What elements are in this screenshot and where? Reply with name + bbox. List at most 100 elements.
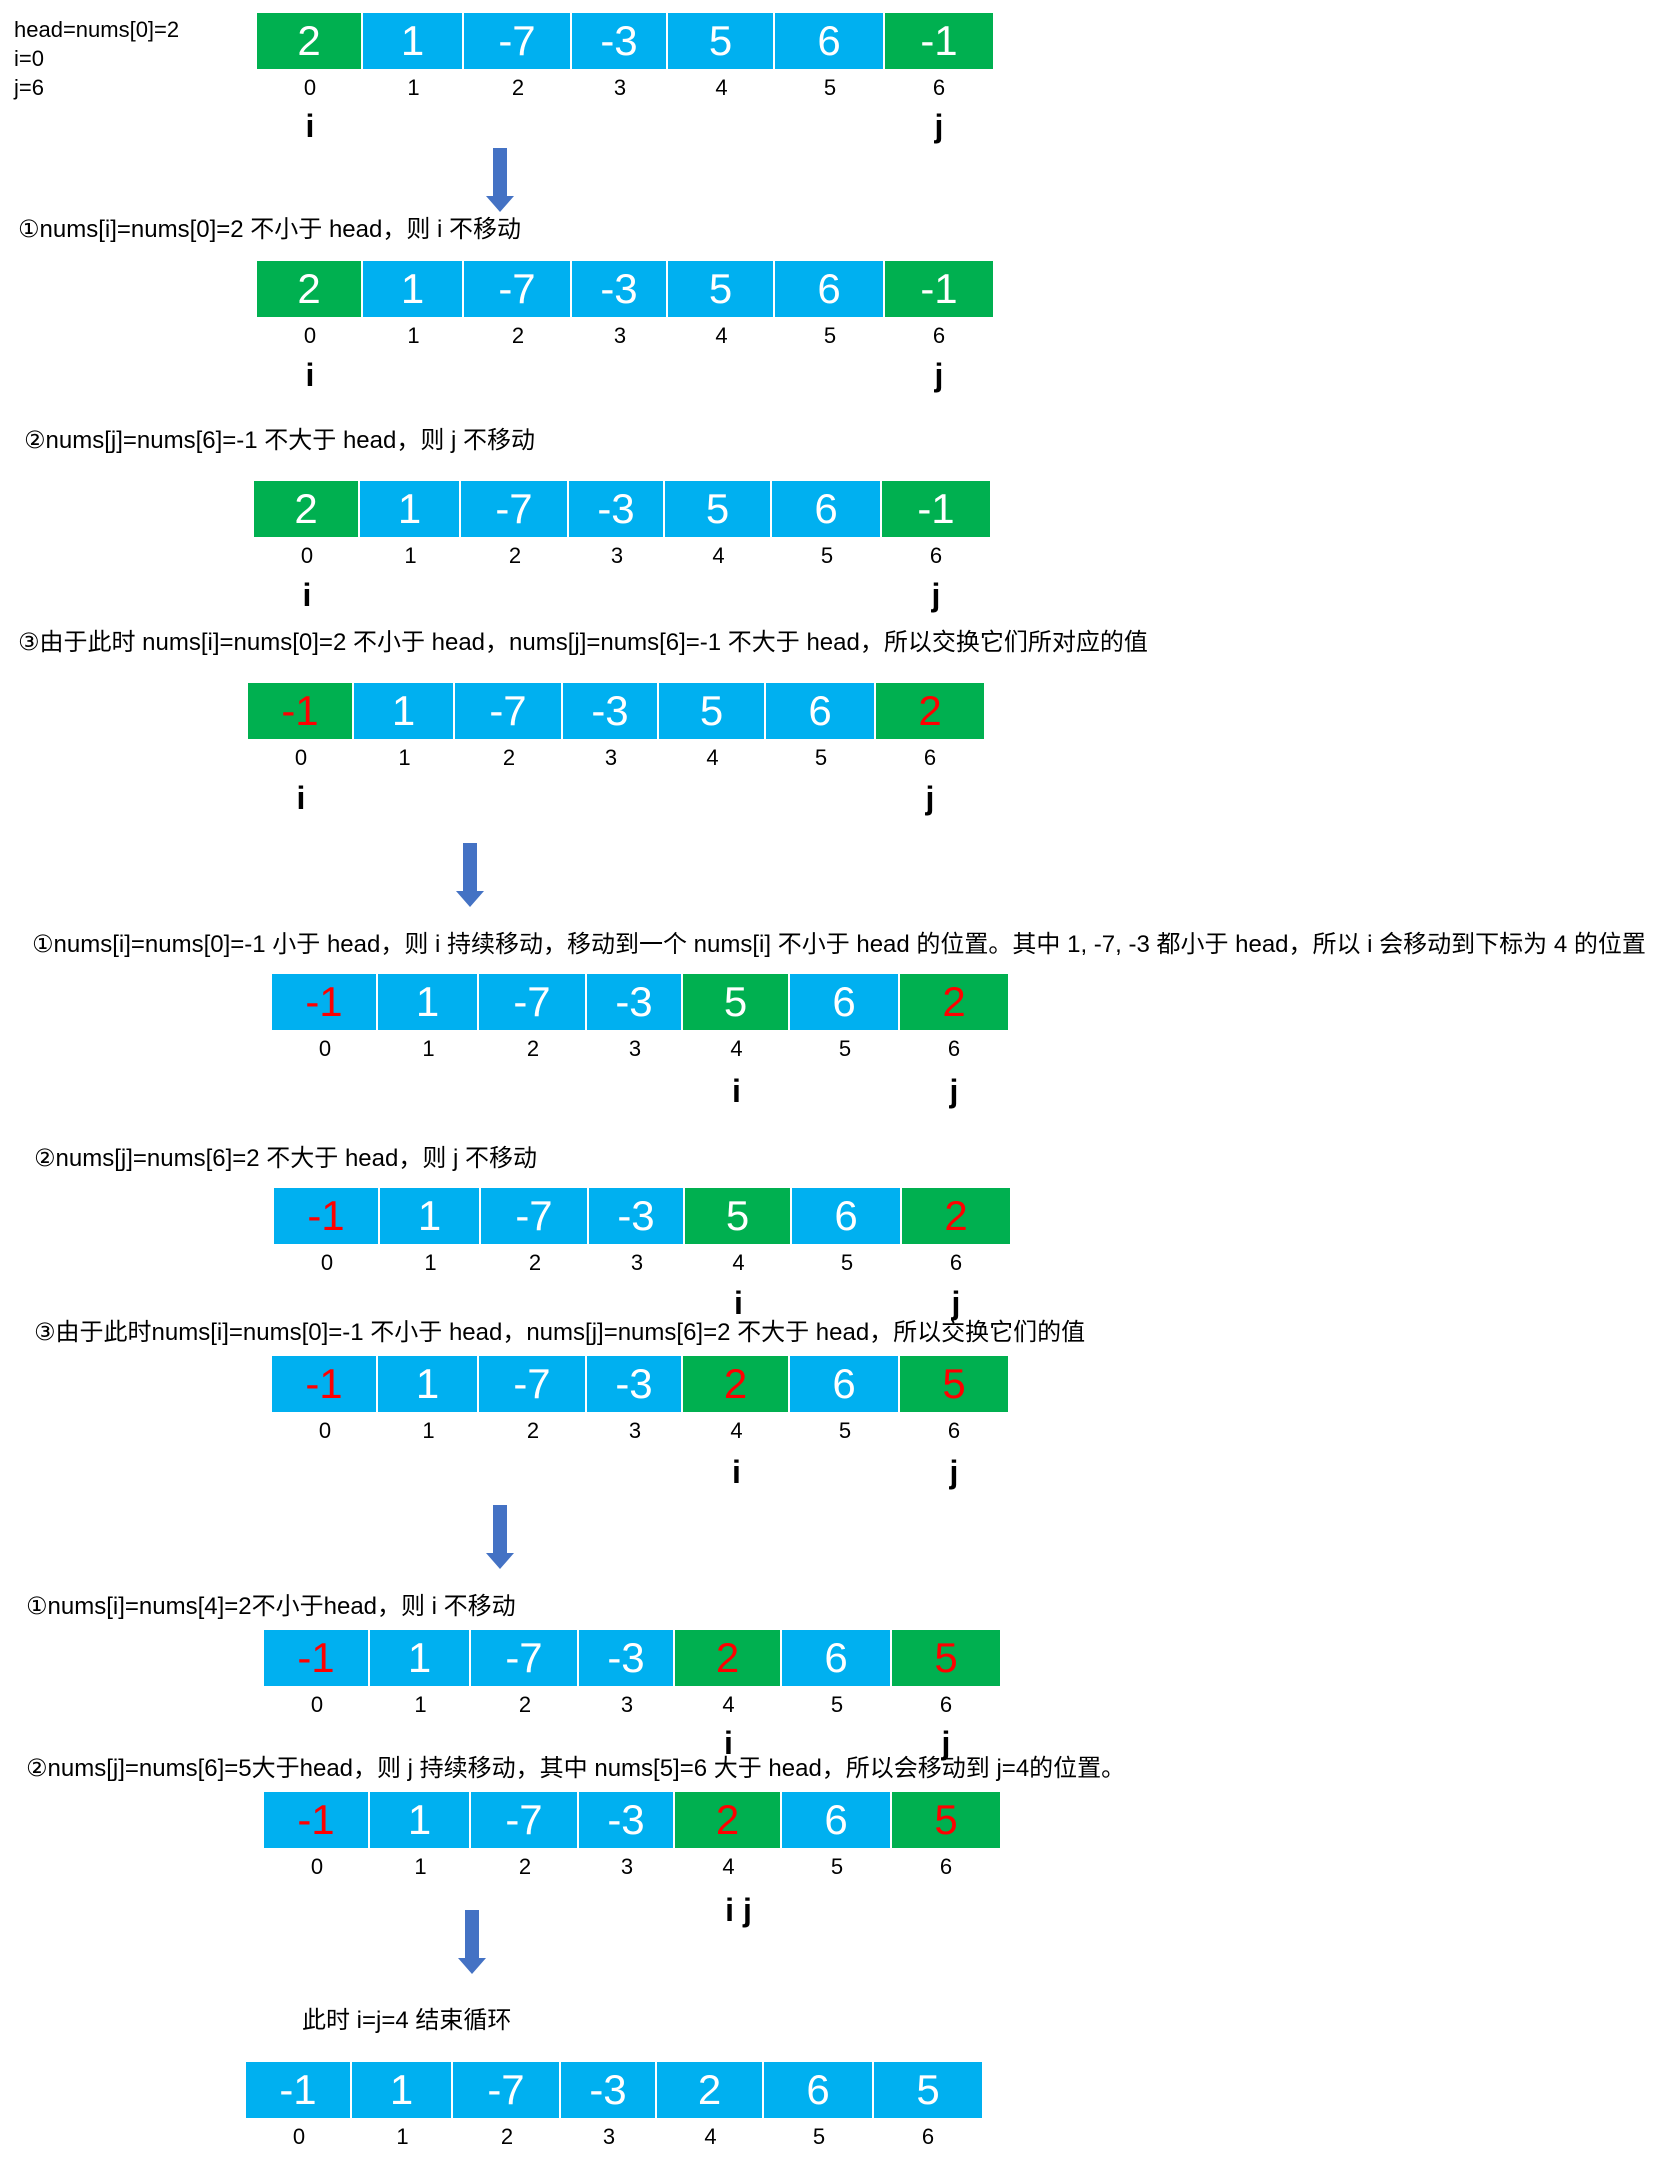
array-cell: -1 <box>264 1792 370 1848</box>
index-label: 5 <box>812 2124 826 2149</box>
index-label: 2 <box>511 75 525 100</box>
down-arrow-icon <box>486 148 514 212</box>
array-cell: -3 <box>587 974 683 1030</box>
pointer-i: i <box>305 357 315 393</box>
array-row: -1 1 -7 -3 2 6 5 <box>246 2062 982 2118</box>
note-round3-step2: ②nums[j]=nums[6]=5大于head，则 j 持续移动，其中 num… <box>26 1755 1126 1782</box>
index-label: 3 <box>630 1250 644 1275</box>
array-cell: -3 <box>563 683 659 739</box>
pointer-i: i <box>724 1725 733 1761</box>
index-label: 6 <box>949 1250 963 1275</box>
array-cell: -7 <box>471 1630 579 1686</box>
index-label: 1 <box>422 1036 435 1061</box>
array-cell: -1 <box>274 1188 380 1244</box>
array-cell: 2 <box>900 974 1008 1030</box>
note-round2-step1: ①nums[i]=nums[0]=-1 小于 head，则 i 持续移动，移动到… <box>32 931 1646 958</box>
init-head: head=nums[0]=2 <box>14 17 180 42</box>
index-label: 4 <box>732 1250 745 1275</box>
pointer-j: j <box>941 1725 951 1761</box>
array-cell: 6 <box>764 2062 874 2118</box>
array-cell: -1 <box>248 683 354 739</box>
array-cell: 1 <box>363 261 464 317</box>
array-cell: 2 <box>876 683 984 739</box>
pointer-i: i <box>732 1073 741 1109</box>
array-cell: -3 <box>579 1792 675 1848</box>
array-cell: 5 <box>892 1792 1000 1848</box>
array-cell: -7 <box>471 1792 579 1848</box>
index-label: 6 <box>947 1418 961 1443</box>
note-round1-step3: ③由于此时 nums[i]=nums[0]=2 不小于 head，nums[j]… <box>18 629 1148 656</box>
array-row: -1 1 -7 -3 2 6 5 <box>272 1356 1008 1412</box>
array-cell: -1 <box>272 1356 378 1412</box>
index-label: 6 <box>923 745 937 770</box>
array-cell: 2 <box>675 1792 782 1848</box>
index-label: 6 <box>932 75 946 100</box>
index-label: 4 <box>730 1418 743 1443</box>
array-cell: 5 <box>659 683 766 739</box>
index-label: 0 <box>303 75 317 100</box>
index-label: 4 <box>722 1854 735 1879</box>
array-cell: -7 <box>479 974 587 1030</box>
pointer-j: j <box>925 780 935 816</box>
index-label: 5 <box>820 543 834 568</box>
pointer-i: i <box>732 1454 741 1490</box>
array-cell: -1 <box>885 13 993 69</box>
index-label: 6 <box>939 1854 953 1879</box>
index-label: 1 <box>404 543 417 568</box>
index-label: 5 <box>830 1692 844 1717</box>
array-cell: 1 <box>370 1792 471 1848</box>
index-label: 5 <box>840 1250 854 1275</box>
index-label: 6 <box>932 323 946 348</box>
index-label: 4 <box>715 323 728 348</box>
index-label: 2 <box>518 1854 532 1879</box>
array-cell: -1 <box>246 2062 352 2118</box>
index-label: 2 <box>518 1692 532 1717</box>
array-cell: -1 <box>264 1630 370 1686</box>
index-label: 4 <box>706 745 719 770</box>
array-cell: 5 <box>874 2062 982 2118</box>
note-round3-step1: ①nums[i]=nums[4]=2不小于head，则 i 不移动 <box>26 1593 516 1620</box>
array-cell: 2 <box>675 1630 782 1686</box>
index-label: 3 <box>602 2124 616 2149</box>
array-cell: 2 <box>257 261 363 317</box>
pointer-j: j <box>934 357 944 393</box>
pointer-i: i <box>305 108 315 144</box>
array-cell: 6 <box>766 683 876 739</box>
index-label: 1 <box>414 1692 427 1717</box>
index-label: 3 <box>628 1418 642 1443</box>
array-cell: -3 <box>572 13 668 69</box>
array-cell: 2 <box>254 481 360 537</box>
index-label: 0 <box>310 1854 324 1879</box>
array-cell: 5 <box>668 13 775 69</box>
array-cell: -7 <box>464 13 572 69</box>
index-label: 5 <box>823 75 837 100</box>
array-cell: 1 <box>370 1630 471 1686</box>
index-label: 1 <box>407 75 420 100</box>
index-label: 1 <box>414 1854 427 1879</box>
array-cell: -1 <box>885 261 993 317</box>
index-label: 6 <box>939 1692 953 1717</box>
index-label: 5 <box>814 745 828 770</box>
array-cell: -7 <box>464 261 572 317</box>
index-label: 2 <box>528 1250 542 1275</box>
array-row: -1 1 -7 -3 2 6 5 <box>264 1792 1000 1848</box>
array-cell: 6 <box>772 481 882 537</box>
pointer-j: j <box>931 577 941 613</box>
pointer-j: j <box>951 1285 961 1321</box>
note-round2-step2: ②nums[j]=nums[6]=2 不大于 head，则 j 不移动 <box>34 1145 538 1172</box>
index-label: 4 <box>712 543 725 568</box>
array-row: 2 1 -7 -3 5 6 -1 <box>254 481 990 537</box>
array-cell: 6 <box>790 1356 900 1412</box>
index-label: 6 <box>921 2124 935 2149</box>
index-label: 5 <box>823 323 837 348</box>
array-cell: 1 <box>378 1356 479 1412</box>
array-cell: 1 <box>380 1188 481 1244</box>
index-label: 5 <box>830 1854 844 1879</box>
index-label: 1 <box>422 1418 435 1443</box>
array-cell: -1 <box>272 974 378 1030</box>
array-cell: 5 <box>668 261 775 317</box>
index-label: 6 <box>929 543 943 568</box>
array-cell: 1 <box>352 2062 453 2118</box>
index-label: 2 <box>500 2124 514 2149</box>
array-cell: 6 <box>782 1792 892 1848</box>
